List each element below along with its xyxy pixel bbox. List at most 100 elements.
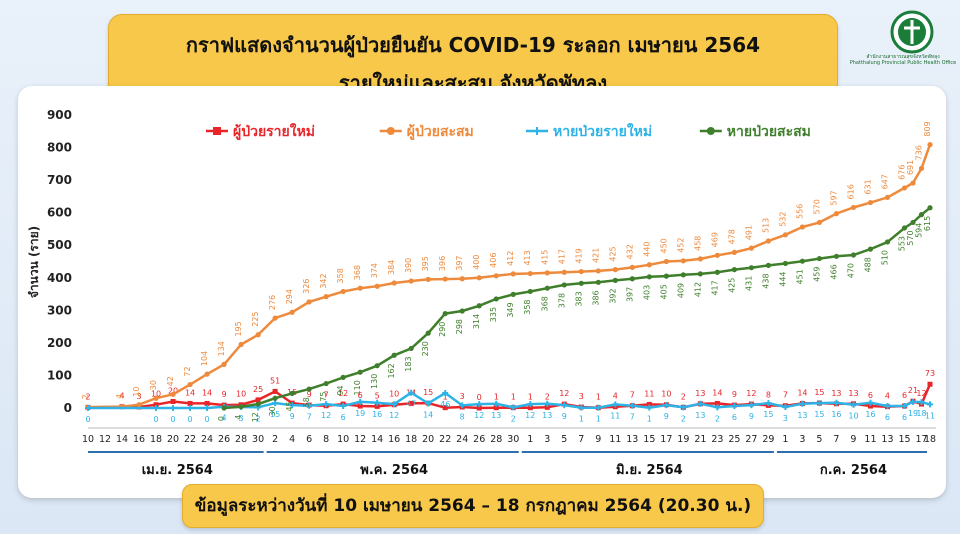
x-tick-label: 24 — [201, 434, 213, 445]
y-tick-label: 100 — [47, 368, 72, 382]
data-label: 10 — [132, 387, 141, 397]
data-point — [927, 401, 933, 408]
data-point — [255, 332, 261, 338]
data-label: 0 — [153, 415, 158, 424]
x-tick-label: 30 — [252, 434, 264, 445]
data-label: 51 — [270, 376, 280, 385]
data-label: 30 — [149, 380, 158, 390]
data-point — [357, 398, 364, 405]
data-point — [833, 211, 840, 217]
data-point — [544, 285, 550, 291]
data-label: 72 — [183, 366, 192, 376]
data-point — [459, 402, 466, 409]
data-point — [833, 399, 840, 406]
data-point — [459, 308, 465, 314]
data-point — [629, 276, 635, 282]
data-point — [340, 374, 346, 380]
data-point — [425, 276, 431, 283]
y-tick-label: 700 — [47, 173, 72, 187]
data-label: 532 — [778, 212, 787, 227]
data-point — [170, 405, 177, 411]
x-tick-label: 16 — [388, 434, 400, 445]
x-tick-label: 5 — [816, 434, 822, 445]
data-point — [782, 404, 789, 411]
data-label: 397 — [455, 255, 464, 270]
date-range-note: ข้อมูลระหว่างวันที่ 10 เมษายน 2564 – 18 … — [182, 484, 764, 528]
data-label: 12 — [559, 389, 569, 398]
data-point — [918, 165, 925, 171]
data-point — [646, 401, 652, 407]
data-point — [850, 401, 857, 408]
x-tick-label: 13 — [881, 434, 893, 445]
data-point — [714, 269, 720, 275]
data-point — [527, 288, 533, 295]
data-label: 488 — [863, 257, 872, 272]
x-tick-label: 1 — [782, 434, 788, 445]
data-point — [850, 252, 857, 258]
data-point — [927, 205, 933, 211]
x-tick-label: 28 — [235, 434, 247, 445]
data-label: 9 — [307, 390, 312, 399]
data-label: 6 — [341, 413, 346, 422]
data-label: 0 — [85, 415, 90, 424]
data-label: 290 — [438, 322, 447, 337]
data-label: 19 — [908, 409, 918, 418]
data-point — [323, 401, 330, 408]
data-label: 0 — [205, 415, 210, 424]
x-tick-label: 27 — [745, 434, 757, 445]
data-label: 7 — [307, 413, 312, 422]
x-tick-label: 8 — [323, 434, 329, 445]
data-point — [153, 395, 159, 401]
x-tick-label: 15 — [643, 434, 655, 445]
data-label: 383 — [574, 291, 583, 306]
data-point — [442, 276, 448, 282]
data-label: 431 — [744, 276, 753, 291]
data-label: 1 — [528, 393, 533, 402]
data-point — [153, 405, 160, 411]
data-label: 2 — [681, 414, 686, 423]
data-point — [748, 265, 754, 271]
data-point — [255, 397, 261, 403]
data-point — [927, 381, 933, 387]
data-point — [816, 400, 823, 407]
data-point — [867, 199, 874, 206]
data-point — [910, 180, 916, 186]
data-point — [561, 282, 567, 288]
data-label: 47 — [406, 400, 416, 409]
data-label: 1 — [511, 393, 516, 402]
data-label: 631 — [863, 179, 872, 194]
data-label: 556 — [795, 204, 804, 219]
data-point — [901, 185, 908, 191]
data-label: 9 — [222, 390, 227, 399]
data-label: 358 — [336, 268, 345, 283]
data-point — [544, 404, 550, 410]
data-point — [221, 405, 227, 411]
data-label: 392 — [608, 288, 617, 303]
chart-panel — [18, 86, 946, 498]
data-point — [595, 268, 601, 274]
data-point — [493, 400, 500, 407]
data-point — [867, 403, 873, 409]
data-label: 20 — [168, 386, 178, 395]
data-label: 14 — [202, 388, 212, 397]
data-point — [697, 256, 703, 262]
data-label: 4 — [222, 414, 227, 423]
data-point — [357, 369, 363, 375]
data-label: 452 — [676, 238, 685, 253]
data-point — [408, 278, 414, 284]
data-label: 12 — [474, 411, 484, 420]
x-tick-label: 28 — [490, 434, 502, 445]
month-label: เม.ย. 2564 — [142, 463, 213, 478]
data-point — [680, 404, 687, 411]
series-line-cumulative_recovered — [224, 206, 931, 410]
y-axis-label: จำนวน (ราย) — [27, 226, 41, 298]
x-tick-label: 22 — [184, 434, 196, 445]
x-tick-label: 4 — [289, 434, 295, 445]
data-label: 513 — [761, 218, 770, 233]
data-point — [391, 280, 397, 286]
x-tick-label: 10 — [82, 434, 94, 445]
data-label: 378 — [557, 293, 566, 308]
data-point — [731, 249, 737, 255]
data-label: 15 — [423, 388, 433, 397]
data-label: 459 — [812, 267, 821, 282]
